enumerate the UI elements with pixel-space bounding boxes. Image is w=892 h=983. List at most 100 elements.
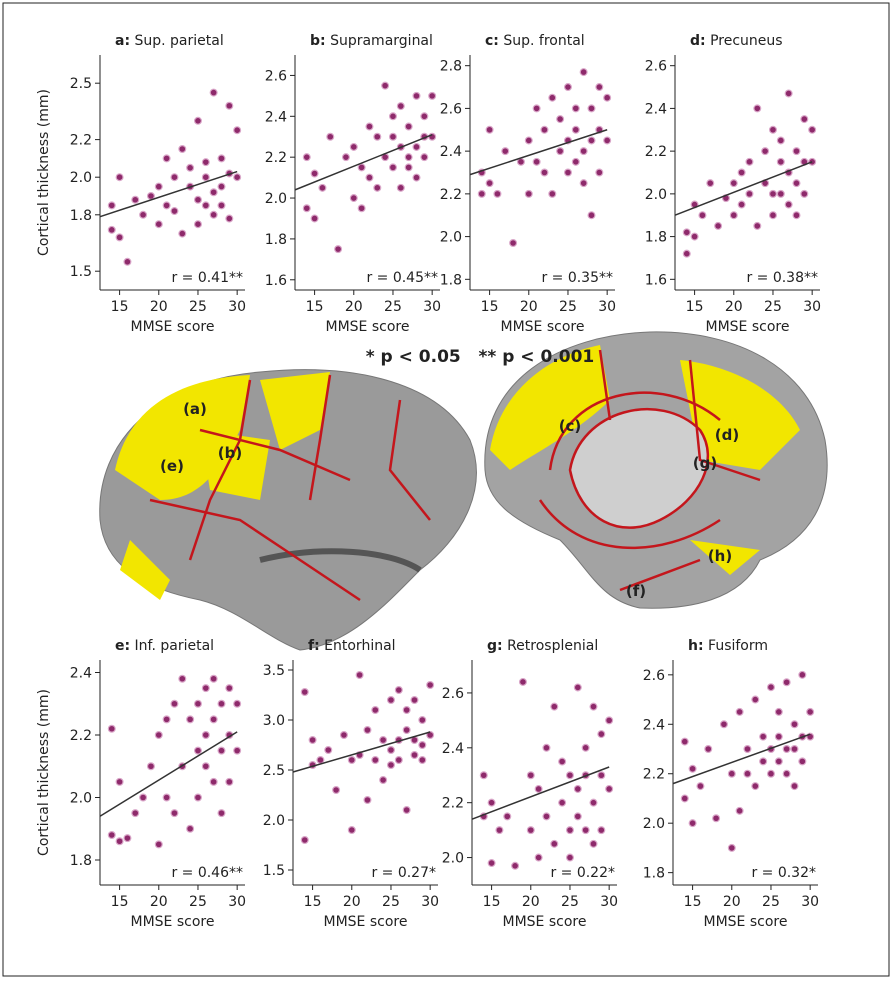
data-point [683,250,690,257]
data-point [226,778,233,785]
data-point [421,154,428,161]
data-point [411,697,418,704]
panel-title: g: Retrosplenial [487,638,598,654]
y-tick-label: 2.0 [70,170,92,186]
correlation-label: r = 0.45** [366,270,438,286]
data-point [691,233,698,240]
data-point [705,746,712,753]
x-tick-label: 25 [189,299,207,315]
y-tick-label: 1.6 [265,273,287,289]
y-tick-label: 1.5 [70,264,92,280]
data-point [699,212,706,219]
data-point [557,116,564,123]
data-point [502,148,509,155]
data-point [689,765,696,772]
x-tick-label: 15 [686,299,704,315]
data-point [783,770,790,777]
data-point [179,675,186,682]
data-point [746,190,753,197]
lateral-brain [100,370,477,650]
data-point [390,133,397,140]
y-tick-label: 2.2 [70,728,92,744]
data-point [557,148,564,155]
data-point [218,747,225,754]
data-point [395,757,402,764]
data-point [596,84,603,91]
figure: a: Sup. parietal1.51.82.02.22.515202530M… [0,0,892,979]
data-point [187,825,194,832]
y-tick-label: 2.0 [643,816,665,832]
data-point [486,180,493,187]
data-point [565,169,572,176]
data-point [202,732,209,739]
data-point [791,721,798,728]
y-tick-label: 2.0 [440,230,462,246]
data-point [226,102,233,109]
data-point [783,746,790,753]
panel-letter: g: [487,638,503,654]
data-point [799,758,806,765]
y-tick-label: 2.0 [263,813,285,829]
x-tick-label: 25 [559,299,577,315]
data-point [770,126,777,133]
y-tick-label: 2.0 [442,851,464,867]
data-point [311,215,318,222]
x-tick-label: 15 [111,299,129,315]
y-axis-label: Cortical thickness (mm) [36,89,52,256]
data-point [730,180,737,187]
panel-name: Sup. frontal [503,33,584,49]
data-point [728,845,735,852]
data-point [140,794,147,801]
panel-title: b: Supramarginal [310,33,433,49]
data-point [179,146,186,153]
data-point [572,158,579,165]
data-point [108,725,115,732]
brain-region-label: (e) [160,457,184,475]
data-point [590,703,597,710]
data-point [356,672,363,679]
data-point [195,221,202,228]
data-point [171,208,178,215]
y-tick-label: 2.2 [645,144,667,160]
data-point [683,229,690,236]
data-point [752,783,759,790]
data-point [413,174,420,181]
x-tick-label: 30 [228,894,246,910]
data-point [429,92,436,99]
data-point [736,709,743,716]
data-point [801,116,808,123]
data-point [148,763,155,770]
data-point [728,770,735,777]
data-point [350,144,357,151]
data-point [567,854,574,861]
data-point [163,794,170,801]
data-point [163,202,170,209]
data-point [793,148,800,155]
y-tick-label: 2.6 [643,668,665,684]
panel-letter: d: [690,33,706,49]
data-point [791,783,798,790]
x-tick-label: 20 [723,894,741,910]
data-point [527,827,534,834]
data-point [108,832,115,839]
panel-letter: a: [115,33,130,49]
data-point [413,144,420,151]
y-tick-label: 2.8 [440,59,462,75]
panel-name: Sup. parietal [135,33,224,49]
y-tick-label: 3.5 [263,663,285,679]
data-point [382,82,389,89]
y-tick-label: 2.2 [70,133,92,149]
data-point [155,732,162,739]
data-point [226,215,233,222]
data-point [588,105,595,112]
data-point [736,807,743,814]
data-point [777,137,784,144]
x-axis-label: MMSE score [503,914,587,930]
data-point [419,717,426,724]
data-point [374,133,381,140]
panel-name: Inf. parietal [135,638,215,654]
data-point [218,202,225,209]
data-point [494,190,501,197]
data-point [155,221,162,228]
data-point [785,90,792,97]
